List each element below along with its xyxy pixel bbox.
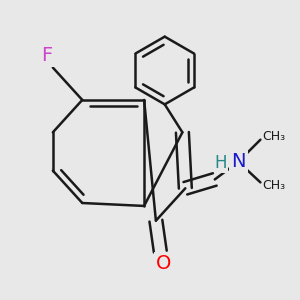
Text: F: F	[41, 46, 52, 65]
Text: O: O	[156, 254, 171, 273]
Text: CH₃: CH₃	[262, 130, 285, 143]
Text: H: H	[214, 154, 227, 172]
Text: N: N	[231, 152, 246, 171]
Text: CH₃: CH₃	[262, 179, 285, 192]
